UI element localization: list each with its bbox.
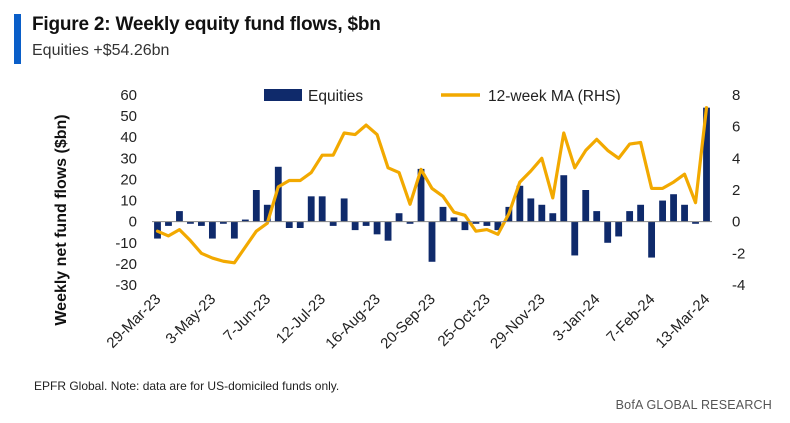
x-tick-label-3: 12-Jul-23 — [273, 291, 329, 347]
footnote: EPFR Global. Note: data are for US-domic… — [34, 379, 340, 393]
chart-subtitle: Equities +$54.26bn — [32, 42, 170, 59]
line-ma-12week — [155, 106, 709, 265]
bar-equities-39 — [582, 190, 590, 222]
bar-equities-35 — [538, 204, 546, 222]
bar-equities-14 — [307, 196, 315, 222]
bar-equities-47 — [670, 194, 677, 222]
bar-equities-37 — [560, 175, 568, 222]
bar-equities-8 — [241, 219, 249, 222]
bar-equities-18 — [351, 221, 359, 231]
bar-equities-22 — [395, 213, 403, 222]
x-tick-label-8: 3-Jan-24 — [550, 291, 604, 345]
bar-equities-4 — [198, 221, 205, 226]
bar-equities-27 — [450, 217, 458, 222]
bar-equities-20 — [373, 221, 381, 235]
bar-equities-25 — [428, 221, 436, 262]
bar-equities-7 — [230, 221, 238, 239]
bar-equities-40 — [593, 211, 601, 222]
bar-equities-5 — [208, 221, 216, 239]
bar-equities-45 — [648, 221, 656, 258]
bar-series-equities — [154, 107, 710, 262]
bar-equities-48 — [681, 204, 688, 222]
x-tick-label-6: 25-Oct-23 — [435, 291, 494, 350]
bar-equities-36 — [549, 213, 557, 222]
y-tick-label-7: -10 — [115, 235, 137, 252]
line-series-ma — [155, 106, 709, 265]
bar-equities-2 — [176, 211, 183, 222]
bar-equities-44 — [637, 204, 645, 222]
y2-tick-label-3: 2 — [732, 182, 740, 199]
bar-equities-26 — [439, 206, 447, 222]
bar-equities-38 — [571, 221, 579, 256]
bar-equities-28 — [461, 221, 469, 231]
y-tick-label-5: 10 — [120, 193, 137, 210]
y-tick-label-4: 20 — [120, 171, 137, 188]
bar-equities-19 — [362, 221, 370, 226]
bar-equities-12 — [285, 221, 293, 228]
y2-tick-label-5: -2 — [732, 245, 745, 262]
y2-tick-label-0: 8 — [732, 87, 740, 104]
x-tick-label-1: 3-May-23 — [162, 291, 219, 348]
x-tick-label-4: 16-Aug-23 — [322, 291, 384, 353]
bar-equities-15 — [318, 196, 326, 222]
legend: Equities 12-week MA (RHS) — [264, 88, 621, 105]
legend-swatch-equities — [264, 89, 302, 101]
bar-equities-49 — [692, 221, 699, 224]
bar-equities-10 — [263, 204, 271, 222]
bar-equities-17 — [340, 198, 348, 222]
y-tick-label-6: 0 — [129, 214, 137, 231]
x-tick-label-0: 29-Mar-23 — [103, 291, 164, 352]
bar-equities-16 — [329, 221, 337, 226]
y-tick-label-3: 30 — [120, 150, 137, 167]
bar-equities-23 — [406, 221, 414, 224]
bar-equities-50 — [703, 107, 710, 222]
bar-equities-31 — [494, 221, 502, 231]
bar-equities-6 — [219, 221, 227, 224]
x-tick-label-7: 29-Nov-23 — [487, 291, 549, 353]
bar-equities-46 — [659, 200, 666, 222]
bar-equities-1 — [165, 221, 172, 226]
bar-equities-41 — [604, 221, 612, 243]
chart-title: Figure 2: Weekly equity fund flows, $bn — [32, 14, 381, 35]
x-tick-label-2: 7-Jun-23 — [220, 291, 274, 345]
y-tick-label-9: -30 — [115, 277, 137, 294]
bar-equities-34 — [527, 198, 535, 222]
bar-equities-13 — [296, 221, 304, 228]
y2-tick-label-4: 0 — [732, 214, 740, 231]
x-tick-label-10: 13-Mar-24 — [652, 291, 713, 352]
bar-equities-9 — [252, 190, 260, 222]
y-tick-label-1: 50 — [120, 108, 137, 125]
y-tick-label-8: -20 — [115, 256, 137, 273]
bar-equities-29 — [472, 221, 480, 224]
y2-tick-label-6: -4 — [732, 277, 745, 294]
bar-equities-42 — [615, 221, 623, 237]
bar-equities-33 — [516, 185, 524, 222]
bar-equities-24 — [417, 168, 425, 222]
bar-equities-21 — [384, 221, 392, 241]
legend-label-ma: 12-week MA (RHS) — [488, 88, 621, 105]
y2-tick-label-2: 4 — [732, 150, 740, 167]
bar-equities-11 — [274, 166, 282, 222]
bar-equities-30 — [483, 221, 491, 226]
bar-equities-3 — [187, 221, 194, 224]
accent-bar — [14, 14, 21, 64]
y2-tick-label-1: 6 — [732, 119, 740, 136]
y-axis-label: Weekly net fund flows ($bn) — [53, 114, 70, 325]
legend-label-equities: Equities — [308, 88, 363, 105]
x-tick-label-9: 7-Feb-24 — [603, 291, 658, 346]
y-tick-label-2: 40 — [120, 129, 137, 146]
source-brand: BofA GLOBAL RESEARCH — [615, 398, 772, 412]
x-tick-label-5: 20-Sep-23 — [377, 291, 439, 353]
y-tick-label-0: 60 — [120, 87, 137, 104]
bar-equities-43 — [626, 211, 634, 222]
